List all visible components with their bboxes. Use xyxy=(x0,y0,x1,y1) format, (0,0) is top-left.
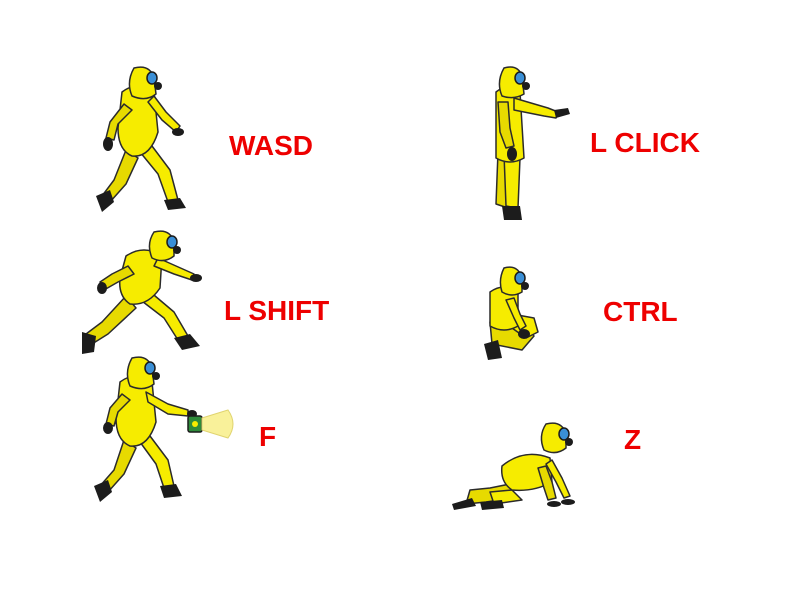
flashlight-figure-icon xyxy=(94,356,234,502)
crouch-key-label: CTRL xyxy=(603,296,678,327)
crawling-figure xyxy=(450,418,580,513)
pointing-figure xyxy=(486,62,576,227)
running-figure xyxy=(78,226,208,361)
crouching-figure xyxy=(482,262,552,362)
walking-figure-icon xyxy=(96,66,186,212)
walking-figure xyxy=(88,62,198,217)
light-key-label: F xyxy=(259,421,277,452)
shoot-key-label: L CLICK xyxy=(590,127,700,158)
walk-key-label: WASD xyxy=(229,130,313,161)
pointing-figure-icon xyxy=(495,66,570,220)
running-figure-icon xyxy=(82,230,202,354)
flashlight-figure xyxy=(88,352,238,507)
crawling-figure-icon xyxy=(452,422,575,510)
run-key-label: L SHIFT xyxy=(224,295,330,326)
crawl-key-label: Z xyxy=(624,424,642,455)
crouching-figure-icon xyxy=(484,266,539,360)
